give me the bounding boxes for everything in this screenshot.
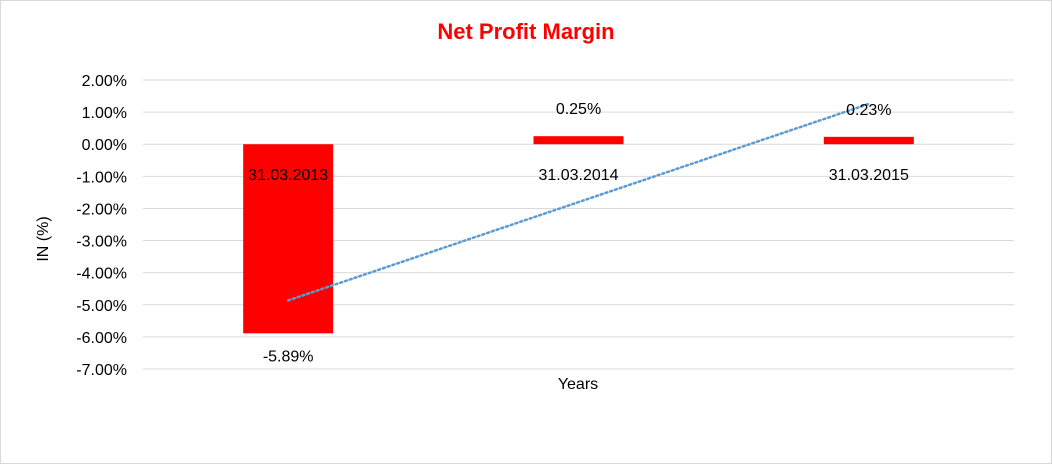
x-axis-title: Years	[558, 376, 598, 393]
data-label: 0.23%	[846, 102, 891, 119]
y-tick-label: 1.00%	[82, 105, 127, 122]
data-label: -5.89%	[263, 348, 314, 365]
category-label: 31.03.2015	[829, 167, 909, 184]
y-tick-label: -6.00%	[76, 330, 127, 347]
y-tick-label: 2.00%	[82, 73, 127, 90]
y-tick-label: -2.00%	[76, 201, 127, 218]
bar	[823, 136, 914, 145]
y-tick-label: -3.00%	[76, 234, 127, 251]
bar	[533, 136, 624, 145]
bars	[243, 136, 914, 334]
trendline-layer	[286, 102, 871, 302]
y-tick-label: -1.00%	[76, 169, 127, 186]
category-labels: 31.03.2013 31.03.2014 31.03.2015	[248, 167, 909, 184]
y-tick-label: -5.00%	[76, 298, 127, 315]
y-axis-title: IN (%)	[35, 216, 52, 261]
bar	[243, 144, 334, 334]
y-tick-label: -4.00%	[76, 266, 127, 283]
chart-title: Net Profit Margin	[437, 19, 614, 44]
data-label: 0.25%	[556, 101, 601, 118]
category-label: 31.03.2013	[248, 167, 328, 184]
data-labels: -5.89% 0.25% 0.23%	[263, 101, 892, 365]
trendline	[286, 102, 871, 302]
y-tick-label: 0.00%	[82, 137, 127, 154]
category-label: 31.03.2014	[538, 167, 618, 184]
y-tick-label: -7.00%	[76, 362, 127, 379]
y-axis-ticks: 2.00% 1.00% 0.00% -1.00% -2.00% -3.00% -4.00% -…	[76, 73, 127, 379]
